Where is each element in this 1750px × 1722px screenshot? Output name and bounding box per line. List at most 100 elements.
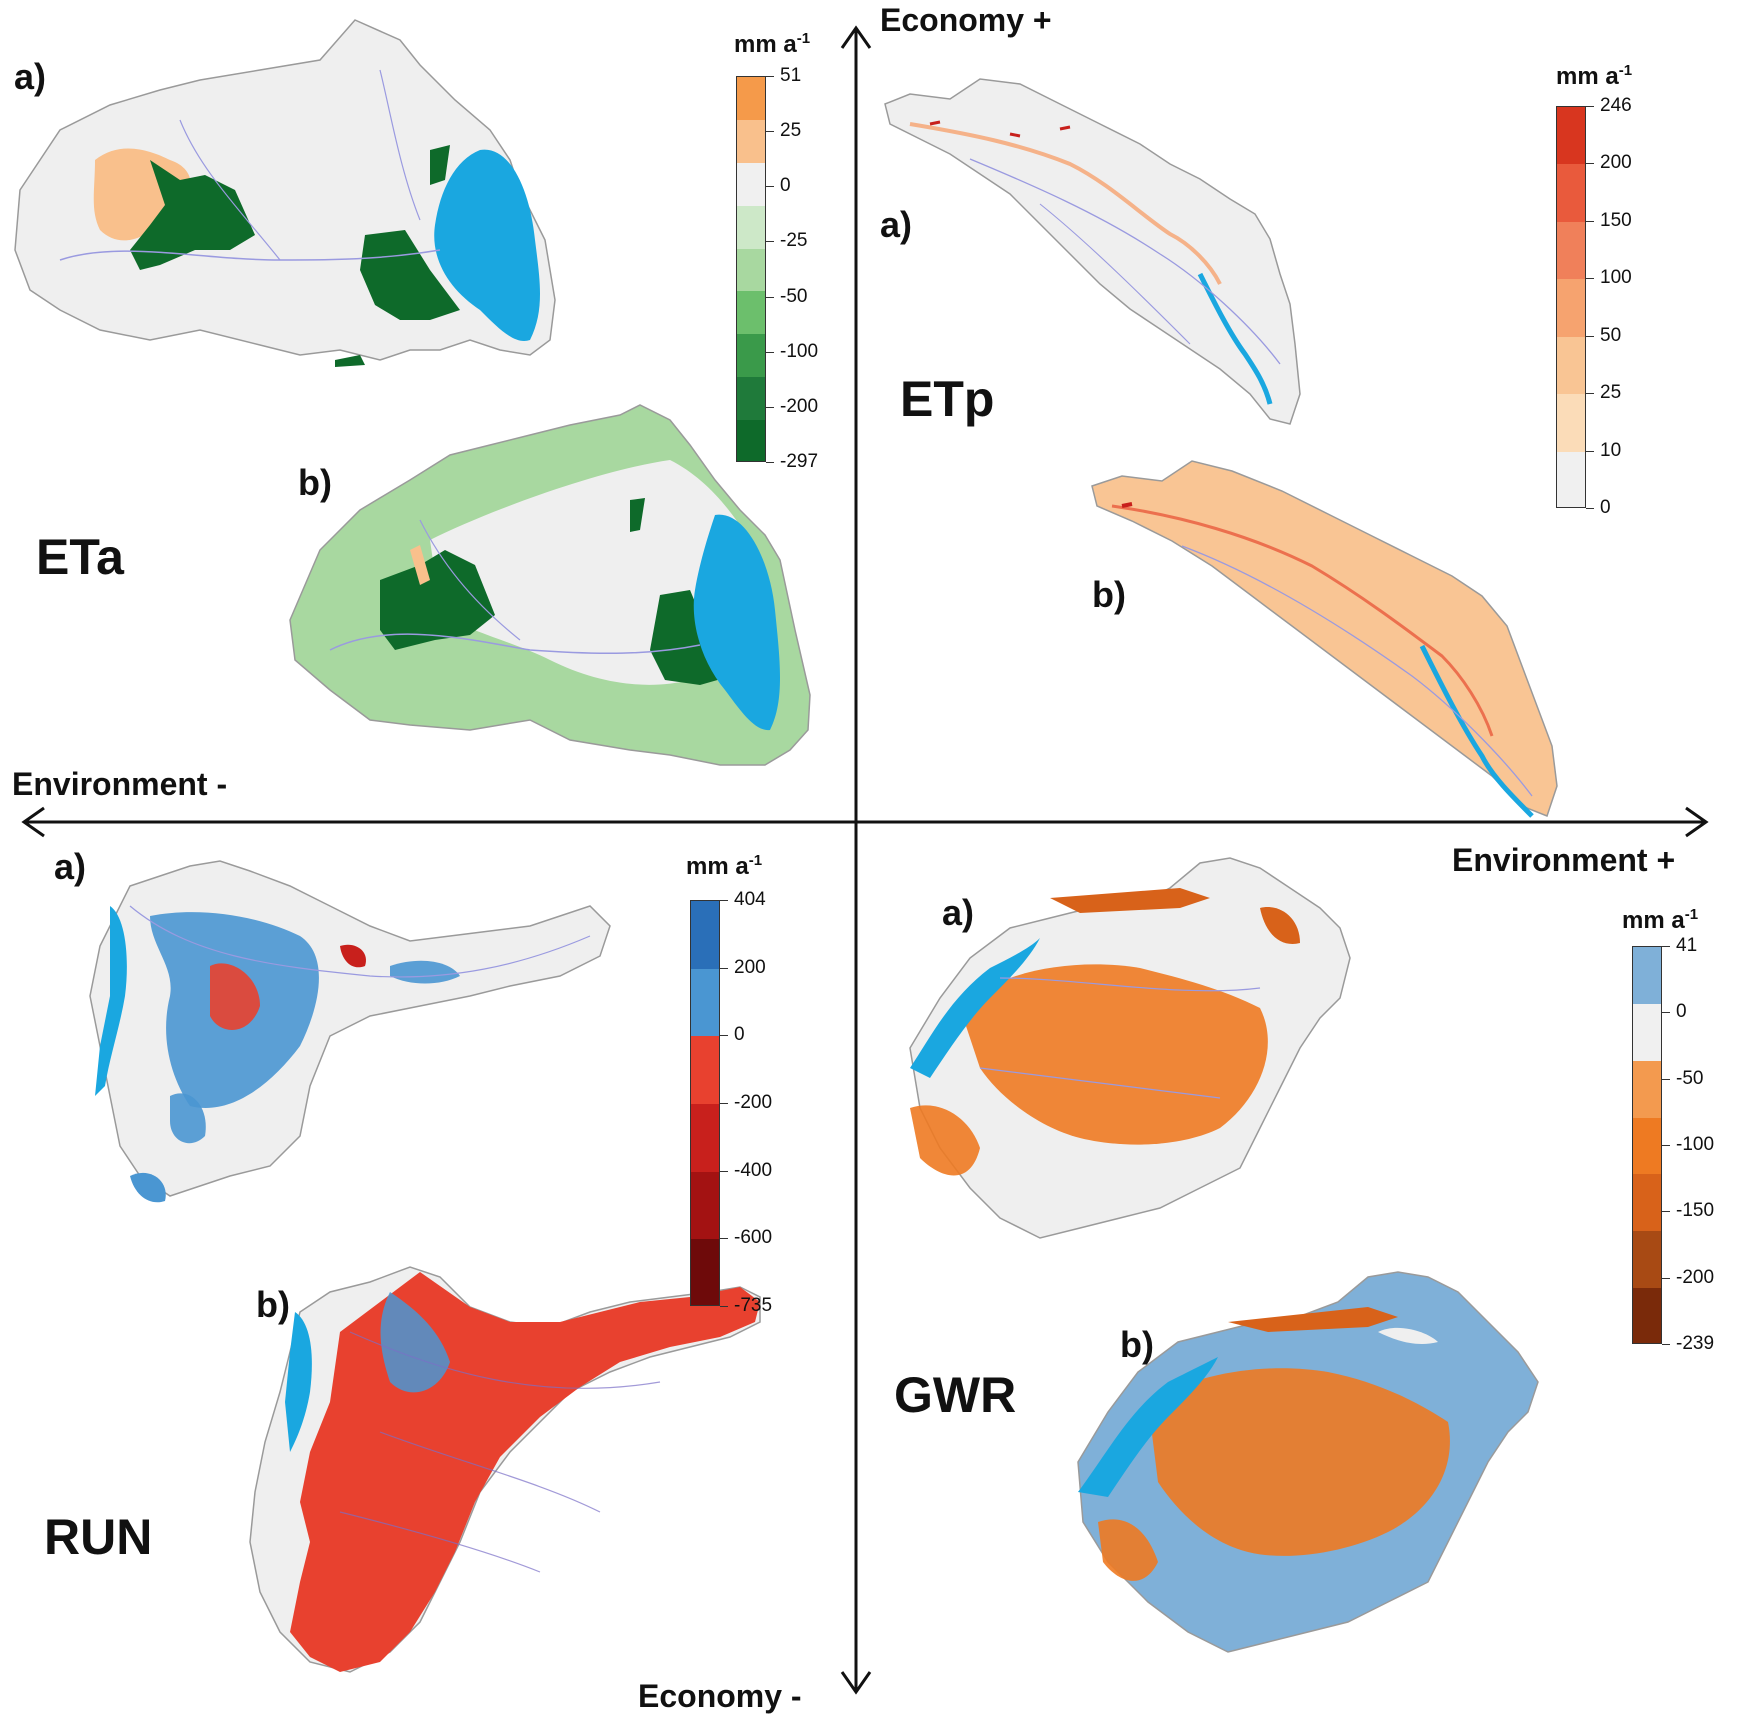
- gwr-legend-tick: [1662, 1211, 1670, 1213]
- run-legend-tick-label: 404: [734, 889, 766, 910]
- etp-legend-colorbar: [1556, 106, 1586, 508]
- run-legend-tick: [720, 1103, 728, 1104]
- etp-map-b: [1091, 460, 1558, 818]
- etp-legend-swatch: [1557, 107, 1585, 165]
- etp-legend-tick: [1586, 163, 1594, 165]
- etp-legend-tick: [1586, 393, 1594, 395]
- gwr-legend-swatch: [1633, 1060, 1661, 1119]
- eta-map-b: [289, 404, 811, 766]
- run-legend-tick: [720, 900, 728, 901]
- etp-legend-tick-label: 200: [1600, 152, 1632, 174]
- run-legend-swatch: [691, 1036, 719, 1105]
- etp-legend-tick-label: 25: [1600, 382, 1622, 404]
- run-legend-tick-label: -400: [734, 1159, 773, 1181]
- run-legend-swatch: [691, 1171, 719, 1240]
- eta-legend-tick: [766, 462, 774, 463]
- gwr-legend-swatch: [1633, 1174, 1661, 1232]
- run-map-a: [89, 860, 611, 1203]
- eta-legend-tick: [766, 186, 774, 188]
- gwr-legend-tick-label: 41: [1676, 935, 1698, 956]
- etp-title: ETp: [900, 371, 995, 427]
- eta-legend-swatch: [737, 162, 765, 207]
- etp-legend: 246 200 150 100 50 25 10 0: [1556, 95, 1676, 518]
- gwr-title: GWR: [894, 1367, 1017, 1423]
- etp-legend-tick-label: 50: [1600, 324, 1622, 346]
- etp-legend-swatch: [1557, 221, 1585, 280]
- eta-legend-tick: [766, 131, 774, 133]
- run-legend-tick: [720, 1035, 728, 1037]
- run-legend-tick: [720, 1238, 728, 1240]
- eta-legend-tick-label: -297: [780, 451, 819, 472]
- run-legend-colorbar: [690, 900, 720, 1306]
- axis-label-environment-minus: Environment -: [12, 766, 228, 802]
- gwr-legend-unit: mm a-1: [1622, 906, 1699, 934]
- etp-legend-swatch: [1557, 336, 1585, 395]
- eta-legend-tick: [766, 241, 774, 243]
- gwr-legend-swatch: [1633, 1231, 1661, 1289]
- eta-legend-tick: [766, 351, 774, 353]
- gwr-legend-tick: [1662, 1078, 1670, 1080]
- etp-legend-swatch: [1557, 164, 1585, 223]
- run-legend-tick: [720, 967, 728, 969]
- run-legend-tick-label: 200: [734, 956, 766, 978]
- eta-legend-swatch: [737, 119, 765, 164]
- eta-legend-swatch: [737, 248, 765, 292]
- eta-legend-unit: mm a-1: [734, 30, 811, 58]
- eta-legend-tick-label: 25: [780, 120, 802, 142]
- run-legend-swatch: [691, 968, 719, 1037]
- run-panel-label-b: b): [256, 1284, 290, 1325]
- eta-panel-label-b: b): [298, 462, 332, 503]
- run-legend-swatch: [691, 1239, 719, 1305]
- run-legend-tick: [720, 1306, 728, 1307]
- etp-legend-tick-label: 150: [1600, 209, 1632, 231]
- axis-label-economy-plus: Economy +: [880, 2, 1052, 38]
- eta-legend-tick-label: 51: [780, 65, 802, 86]
- etp-legend-swatch: [1557, 451, 1585, 507]
- run-legend-tick-label: -735: [734, 1295, 773, 1316]
- etp-legend-tick: [1586, 450, 1594, 452]
- gwr-legend-tick-label: -50: [1676, 1067, 1704, 1089]
- run-map-b: [249, 1266, 761, 1673]
- gwr-legend-tick-label: -239: [1676, 1333, 1715, 1354]
- eta-legend-tick-label: 0: [780, 175, 791, 197]
- gwr-legend-tick: [1662, 946, 1670, 947]
- gwr-legend-tick-label: -100: [1676, 1134, 1715, 1155]
- etp-legend-tick: [1586, 106, 1594, 107]
- eta-legend-tick: [766, 76, 774, 77]
- run-legend-tick-label: -600: [734, 1227, 773, 1249]
- basin-outline: [884, 78, 1301, 425]
- etp-panel-label-b: b): [1092, 574, 1126, 615]
- etp-legend-tick: [1586, 220, 1594, 222]
- gwr-legend: 41 0 -50 -100 -150 -200 -239: [1632, 935, 1742, 1354]
- etp-panel-label-a: a): [880, 204, 913, 245]
- eta-legend-swatch: [737, 377, 765, 421]
- etp-map-a: [884, 78, 1301, 425]
- etp-legend-tick-label: 10: [1600, 439, 1622, 461]
- eta-legend-swatch: [737, 77, 765, 121]
- etp-legend-swatch: [1557, 394, 1585, 453]
- gwr-legend-swatch: [1633, 1117, 1661, 1175]
- etp-legend-tick-label: 100: [1600, 267, 1632, 289]
- eta-legend-swatch: [737, 205, 765, 250]
- gwr-panel-label-b: b): [1120, 1324, 1154, 1365]
- eta-legend-tick-label: -100: [780, 340, 819, 362]
- gwr-legend-tick-label: -200: [1676, 1266, 1715, 1288]
- basin-outline: [1091, 460, 1558, 817]
- eta-legend-tick: [766, 296, 774, 298]
- gwr-panel-label-a: a): [942, 892, 975, 933]
- etp-legend-tick: [1586, 508, 1594, 509]
- gwr-legend-tick: [1662, 1344, 1670, 1345]
- gwr-legend-swatch: [1633, 1288, 1661, 1343]
- etp-legend-tick: [1586, 278, 1594, 280]
- gwr-map-a: [909, 857, 1351, 1239]
- axis-label-environment-plus: Environment +: [1452, 842, 1676, 878]
- run-legend-tick-label: -200: [734, 1092, 773, 1113]
- etp-legend-unit: mm a-1: [1556, 62, 1633, 90]
- gwr-legend-tick: [1662, 1277, 1670, 1279]
- etp-legend-tick: [1586, 335, 1594, 337]
- run-title: RUN: [44, 1509, 153, 1565]
- run-panel-label-a: a): [54, 846, 87, 887]
- gwr-legend-tick-label: -150: [1676, 1200, 1715, 1222]
- run-legend-swatch: [691, 901, 719, 970]
